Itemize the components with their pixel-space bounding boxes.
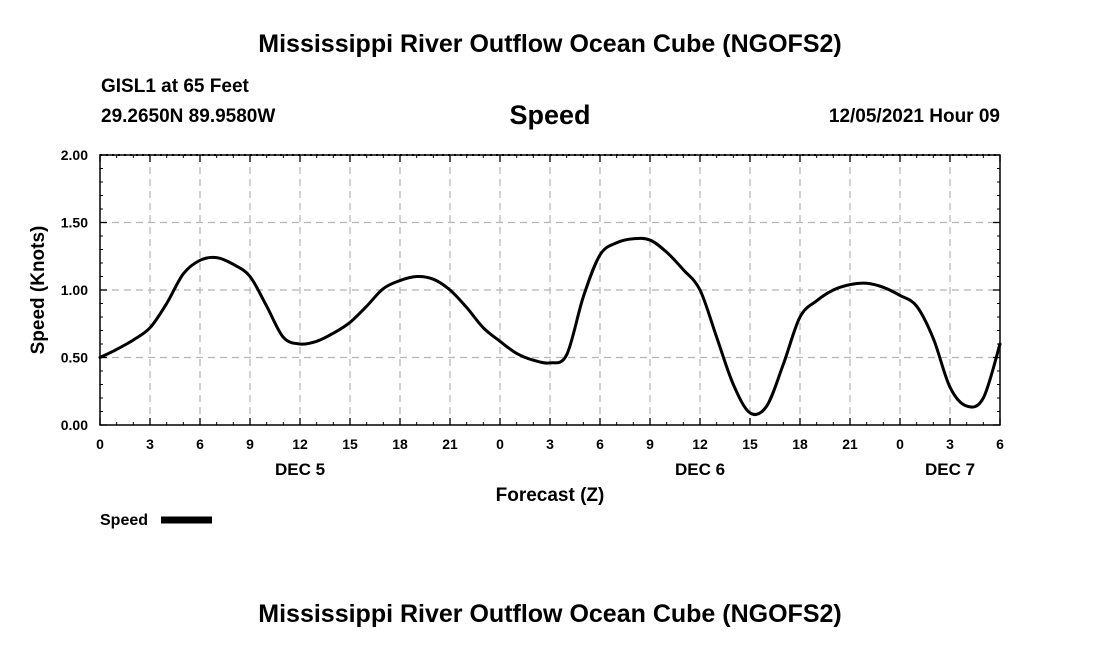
y-tick-label: 0.00 (61, 417, 88, 433)
x-tick-label: 0 (496, 436, 504, 452)
x-tick-label: 9 (246, 436, 254, 452)
x-tick-label: 9 (646, 436, 654, 452)
series-line-speed (98, 236, 1002, 416)
y-tick-label: 1.50 (61, 215, 88, 231)
forecast-timestamp: 12/05/2021 Hour 09 (828, 106, 1000, 127)
axis-ticks (99, 154, 1001, 426)
chart-variable-title: Speed (509, 100, 591, 130)
x-tick-label: 3 (146, 436, 154, 452)
x-tick-label: 12 (692, 436, 708, 452)
x-tick-label: 18 (392, 436, 408, 452)
x-tick-label: 18 (792, 436, 808, 452)
x-axis-label: Forecast (Z) (496, 485, 605, 506)
x-tick-label: 6 (996, 436, 1004, 452)
grid-lines (100, 154, 1000, 425)
chart-main-title: Mississippi River Outflow Ocean Cube (NG… (258, 30, 842, 58)
x-tick-label: 6 (196, 436, 204, 452)
x-tick-labels: 0 3 6 9 12 15 18 21 0 3 6 9 12 15 18 21 0 3 6 (96, 436, 1004, 452)
x-tick-label: 21 (842, 436, 858, 452)
x-tick-label: 3 (546, 436, 554, 452)
station-coordinates: 29.2650N 89.9580W (101, 106, 276, 127)
x-tick-label: 12 (292, 436, 308, 452)
x-tick-label: 0 (96, 436, 104, 452)
date-labels: DEC 5 DEC 6 DEC 7 (275, 460, 975, 479)
legend-label: Speed (100, 512, 148, 529)
x-tick-label: 0 (896, 436, 904, 452)
date-label: DEC 5 (275, 460, 325, 479)
x-tick-label: 6 (596, 436, 604, 452)
date-label: DEC 6 (675, 460, 725, 479)
x-tick-label: 15 (742, 436, 758, 452)
chart-footer-title: Mississippi River Outflow Ocean Cube (NG… (258, 600, 842, 628)
y-tick-labels: 0.00 0.50 1.00 1.50 2.00 (61, 147, 88, 433)
station-label: GISL1 at 65 Feet (101, 76, 249, 97)
y-tick-label: 1.00 (61, 282, 88, 298)
y-tick-label: 0.50 (61, 350, 88, 366)
x-tick-label: 21 (442, 436, 458, 452)
x-tick-label: 3 (946, 436, 954, 452)
y-axis-label: Speed (Knots) (28, 226, 49, 355)
x-tick-label: 15 (342, 436, 358, 452)
date-label: DEC 7 (925, 460, 975, 479)
y-tick-label: 2.00 (61, 147, 88, 163)
